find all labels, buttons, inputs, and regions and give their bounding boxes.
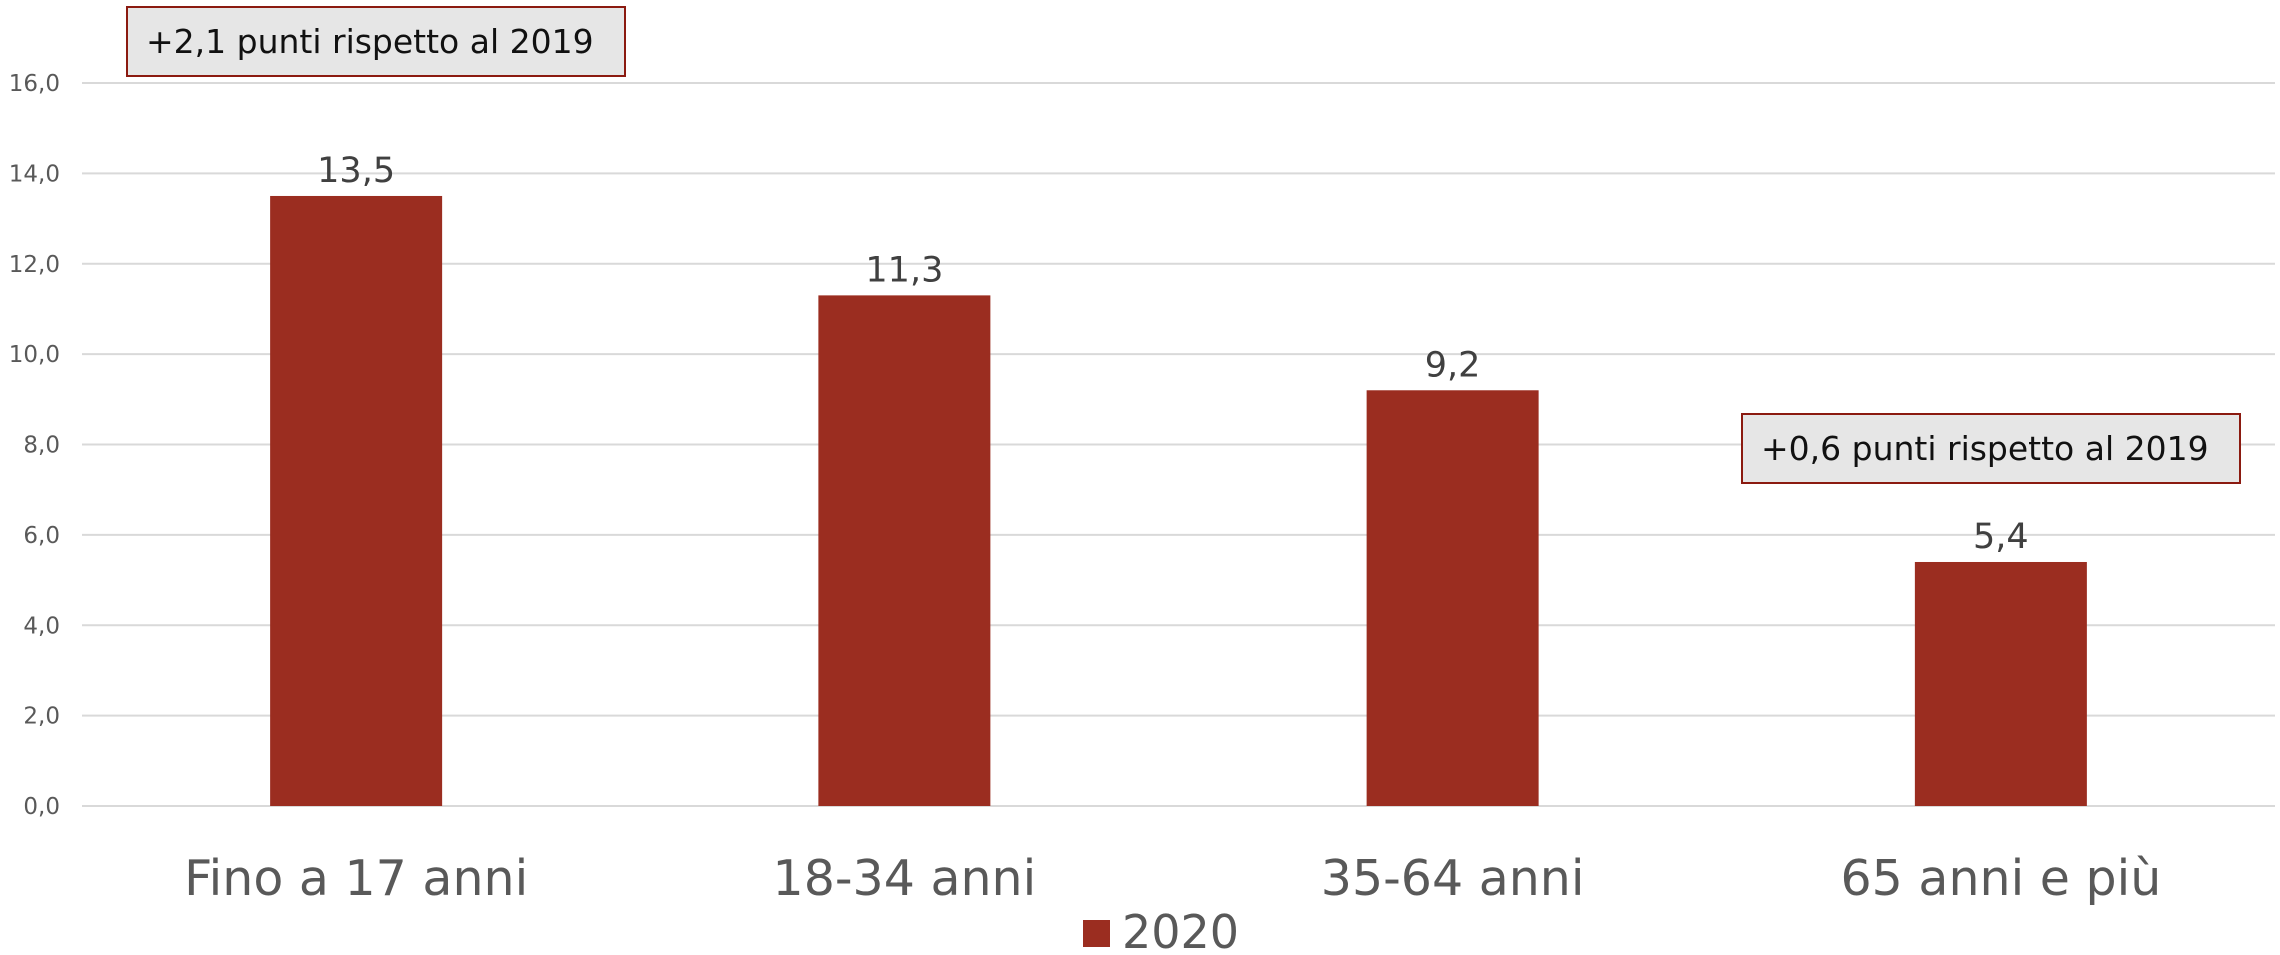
data-labels: 13,5 11,3 9,2 5,4 [317, 151, 2029, 557]
annotation-box-2019-young: +2,1 punti rispetto al 2019 [126, 6, 626, 77]
y-tick-label: 10,0 [9, 342, 60, 368]
x-tick-label: 35-64 anni [1321, 850, 1585, 907]
y-tick-label: 4,0 [23, 613, 60, 639]
y-tick-label: 16,0 [9, 71, 60, 97]
legend-label-2020: 2020 [1122, 905, 1239, 955]
y-axis-ticks: 0,0 2,0 4,0 6,0 8,0 10,0 12,0 14,0 16,0 [9, 71, 60, 820]
y-tick-label: 6,0 [23, 523, 60, 549]
data-label: 9,2 [1425, 345, 1481, 385]
y-tick-label: 2,0 [23, 704, 60, 730]
data-label: 5,4 [1973, 517, 2029, 557]
y-tick-label: 12,0 [9, 252, 60, 278]
x-tick-label: 18-34 anni [773, 850, 1037, 907]
data-label: 11,3 [865, 250, 943, 290]
data-label: 13,5 [317, 151, 395, 191]
bar [818, 295, 991, 806]
gridlines [82, 82, 2275, 807]
legend-swatch-2020 [1083, 920, 1110, 947]
y-tick-label: 0,0 [23, 794, 60, 820]
legend: 2020 [1083, 905, 1239, 955]
x-tick-label: Fino a 17 anni [184, 850, 528, 907]
y-tick-label: 14,0 [9, 161, 60, 187]
x-axis-ticks: Fino a 17 anni 18-34 anni 35-64 anni 65 ann… [184, 850, 2161, 907]
y-tick-label: 8,0 [23, 433, 60, 459]
bars [270, 195, 2087, 806]
x-tick-label: 65 anni e più [1841, 850, 2162, 907]
annotation-box-2019-elderly: +0,6 punti rispetto al 2019 [1741, 413, 2241, 484]
bar [270, 195, 443, 806]
bar [1366, 390, 1539, 806]
bar [1914, 561, 2087, 806]
